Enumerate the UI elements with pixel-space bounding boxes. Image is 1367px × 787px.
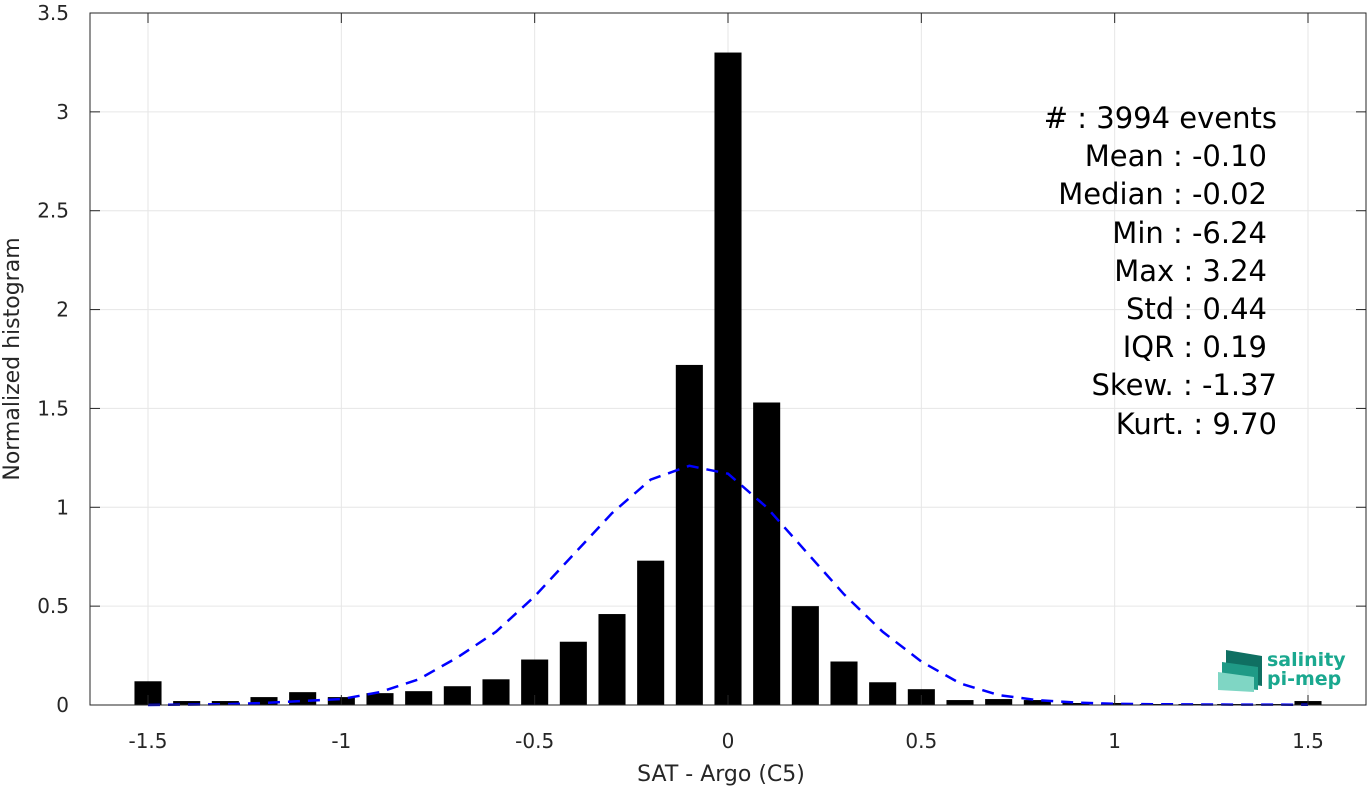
- histogram-bar: [1023, 700, 1051, 705]
- logo-text-salinity: salinity: [1267, 649, 1346, 671]
- histogram-bar: [250, 697, 278, 705]
- histogram-bar: [637, 560, 665, 705]
- x-tick-label: -0.5: [515, 729, 554, 753]
- histogram-bar: [211, 701, 239, 705]
- stat-count: # : 3994 events: [1044, 101, 1277, 135]
- histogram-bar: [869, 682, 897, 705]
- histogram-bar: [134, 681, 162, 705]
- histogram-bar: [791, 606, 819, 705]
- bars: [134, 52, 1322, 706]
- salinity-pi-mep-logo: salinity pi-mep: [1218, 649, 1346, 692]
- x-axis-label: SAT - Argo (C5): [637, 762, 805, 787]
- fit-curve: [147, 464, 1309, 707]
- histogram-bar: [1062, 703, 1090, 705]
- stat-median: Median : -0.02: [1058, 177, 1267, 211]
- x-tick-label: 0.5: [905, 729, 937, 753]
- y-tick-label: 3: [56, 100, 69, 124]
- y-tick-label: 3.5: [37, 1, 69, 25]
- histogram-bar: [753, 402, 781, 705]
- stat-skewness: Skew. : -1.37: [1091, 368, 1277, 402]
- x-tick-labels: -1.5 -1 -0.5 0 0.5 1 1.5: [128, 729, 1323, 753]
- stat-max: Max : 3.24: [1114, 254, 1267, 288]
- histogram-bar: [405, 691, 433, 705]
- x-tick-label: 1.5: [1292, 729, 1324, 753]
- x-tick-label: -1: [331, 729, 351, 753]
- y-tick-labels: 0 0.5 1 1.5 2 2.5 3 3.5: [37, 1, 69, 717]
- histogram-bar: [443, 686, 471, 705]
- logo-wave-icon: [1218, 650, 1262, 692]
- histogram-bar: [675, 364, 703, 705]
- y-tick-label: 0.5: [37, 594, 69, 618]
- histogram-bar: [714, 52, 742, 706]
- stat-std: Std : 0.44: [1126, 292, 1267, 326]
- histogram-bar: [946, 700, 974, 705]
- histogram-bar: [482, 679, 510, 705]
- histogram-bar: [289, 692, 317, 705]
- y-tick-label: 0: [56, 693, 69, 717]
- stat-iqr: IQR : 0.19: [1123, 330, 1267, 364]
- histogram-bar: [830, 661, 858, 705]
- histogram-bar: [985, 699, 1013, 705]
- x-tick-label: -1.5: [128, 729, 167, 753]
- stat-kurtosis: Kurt. : 9.70: [1116, 407, 1277, 441]
- x-tick-label: 1: [1108, 729, 1121, 753]
- x-tick-label: 0: [722, 729, 735, 753]
- stat-min: Min : -6.24: [1112, 216, 1267, 250]
- logo-text-pi-mep: pi-mep: [1267, 668, 1341, 690]
- statistics-box: # : 3994 events Mean : -0.10 Median : -0…: [1044, 101, 1277, 441]
- gaussian-fit-line: [147, 464, 1309, 707]
- y-tick-label: 1: [56, 495, 69, 519]
- y-axis-label: Normalized histogram: [0, 237, 25, 480]
- histogram-bar: [173, 701, 201, 705]
- axes-frame: [89, 12, 1367, 706]
- histogram-bar: [598, 614, 626, 705]
- stat-mean: Mean : -0.10: [1085, 139, 1267, 173]
- histogram-bar: [366, 693, 394, 705]
- y-tick-label: 1.5: [37, 396, 69, 420]
- y-tick-label: 2: [56, 298, 69, 322]
- histogram-bar: [559, 641, 587, 705]
- y-tick-label: 2.5: [37, 199, 69, 223]
